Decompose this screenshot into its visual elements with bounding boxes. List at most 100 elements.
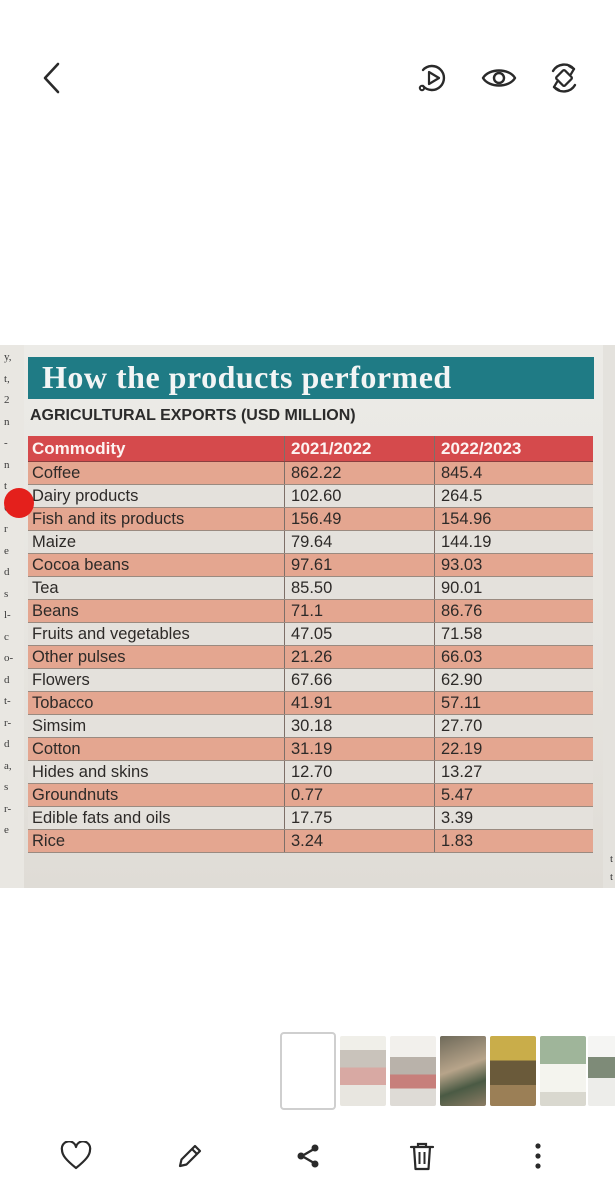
value-2022-2023-cell: 1.83 [441, 831, 474, 850]
value-2022-2023-cell: 13.27 [441, 762, 483, 781]
thumbnail-6[interactable] [540, 1036, 586, 1106]
margin-text-fragment: y, [4, 351, 12, 363]
value-2022-2023-cell: 90.01 [441, 578, 483, 597]
value-2021-2022-cell: 71.1 [285, 600, 435, 622]
commodity-cell: Simsim [28, 715, 285, 737]
view-button[interactable] [477, 56, 521, 100]
table-row: Cocoa beans 97.61 93.03 [28, 554, 593, 577]
favorite-button[interactable] [54, 1134, 98, 1178]
back-icon [43, 62, 60, 94]
commodity-cell: Fruits and vegetables [28, 623, 285, 645]
table-row: Coffee 862.22 845.4 [28, 462, 593, 485]
value-2021-2022-cell: 17.75 [285, 807, 435, 829]
motion-photo-button[interactable] [410, 56, 454, 100]
thumbnail-2[interactable] [340, 1036, 386, 1106]
value-2022-2023-cell: 86.76 [441, 601, 483, 620]
table-row: Hides and skins 12.70 13.27 [28, 761, 593, 784]
headline-banner: How the products performed [28, 357, 594, 399]
table-row: Dairy products 102.60 264.5 [28, 485, 593, 508]
margin-text-fragment: r [4, 523, 8, 535]
back-button[interactable] [30, 56, 74, 100]
table-row: Rice 3.24 1.83 [28, 830, 593, 853]
commodity-cell: Edible fats and oils [28, 807, 285, 829]
thumbnail-7[interactable] [588, 1036, 615, 1106]
table-row: Cotton 31.19 22.19 [28, 738, 593, 761]
share-button[interactable] [286, 1134, 330, 1178]
table-row: Tea 85.50 90.01 [28, 577, 593, 600]
thumbnail-4[interactable] [440, 1036, 486, 1106]
margin-text-fragment: 2 [4, 394, 10, 406]
value-2021-2022-cell: 97.61 [285, 554, 435, 576]
table-row: Edible fats and oils 17.75 3.39 [28, 807, 593, 830]
value-2022-2023-cell: 5.47 [441, 785, 474, 804]
value-2022-2023-cell: 66.03 [441, 647, 483, 666]
header-2022-2023: 2022/2023 [441, 438, 522, 458]
value-2022-2023-cell: 71.58 [441, 624, 483, 643]
table-row: Groundnuts 0.77 5.47 [28, 784, 593, 807]
margin-text-fragment: o- [4, 652, 14, 664]
top-toolbar [0, 40, 615, 116]
headline-text: How the products performed [42, 359, 452, 395]
table-row: Other pulses 21.26 66.03 [28, 646, 593, 669]
value-2021-2022-cell: 79.64 [285, 531, 435, 553]
margin-text-fragment: t, [4, 372, 10, 385]
value-2021-2022-cell: 21.26 [285, 646, 435, 668]
margin-text-fragment: t- [4, 695, 11, 707]
table-row: Flowers 67.66 62.90 [28, 669, 593, 692]
commodity-cell: Fish and its products [28, 508, 285, 530]
value-2021-2022-cell: 30.18 [285, 715, 435, 737]
table-row: Fish and its products 156.49 154.96 [28, 508, 593, 531]
edit-button[interactable] [168, 1134, 212, 1178]
margin-text-fragment: t [609, 871, 613, 883]
value-2021-2022-cell: 67.66 [285, 669, 435, 691]
table-row: Fruits and vegetables 47.05 71.58 [28, 623, 593, 646]
value-2021-2022-cell: 47.05 [285, 623, 435, 645]
value-2022-2023-cell: 27.70 [441, 716, 483, 735]
margin-text-fragment: d [4, 673, 10, 686]
bottom-toolbar [0, 1128, 615, 1184]
delete-button[interactable] [400, 1134, 444, 1178]
value-2021-2022-cell: 3.24 [285, 830, 435, 852]
value-2021-2022-cell: 31.19 [285, 738, 435, 760]
margin-text-fragment: d [4, 738, 10, 750]
commodity-cell: Other pulses [28, 646, 285, 668]
value-2022-2023-cell: 144.19 [441, 532, 492, 551]
commodity-cell: Coffee [28, 462, 285, 484]
margin-text-fragment: - [4, 437, 8, 449]
commodity-cell: Beans [28, 600, 285, 622]
eye-icon [481, 69, 517, 87]
value-2021-2022-cell: 41.91 [285, 692, 435, 714]
value-2021-2022-cell: 12.70 [285, 761, 435, 783]
value-2022-2023-cell: 22.19 [441, 739, 483, 758]
thumbnail-5[interactable] [490, 1036, 536, 1106]
margin-text-fragment: s [4, 587, 9, 600]
value-2022-2023-cell: 264.5 [441, 486, 483, 505]
value-2022-2023-cell: 57.11 [441, 693, 482, 712]
value-2021-2022-cell: 85.50 [285, 577, 435, 599]
margin-text-fragment: e [4, 824, 9, 836]
newspaper-left-margin: y,t,2n-nt6redsl-co-dt-r-da,sr-e [0, 345, 24, 888]
pencil-icon [178, 1144, 202, 1168]
value-2021-2022-cell: 156.49 [285, 508, 435, 530]
trash-icon [409, 1142, 435, 1171]
table-row: Beans 71.1 86.76 [28, 600, 593, 623]
more-options-button[interactable] [516, 1134, 560, 1178]
heart-icon [60, 1141, 92, 1170]
value-2022-2023-cell: 154.96 [441, 509, 492, 528]
value-2021-2022-cell: 862.22 [285, 462, 435, 484]
thumbnail-current[interactable] [280, 1032, 336, 1110]
margin-text-fragment: s [4, 781, 9, 793]
table-body: Coffee 862.22 845.4 Dairy products 102.60 264… [28, 462, 593, 853]
header-2021-2022: 2021/2022 [285, 436, 435, 461]
more-vertical-icon [535, 1143, 541, 1169]
commodity-cell: Cotton [28, 738, 285, 760]
margin-text-fragment: a, [4, 759, 12, 772]
rotate-button[interactable] [542, 56, 586, 100]
thumbnail-3[interactable] [390, 1036, 436, 1106]
table-subtitle: AGRICULTURAL EXPORTS (USD MILLION) [30, 407, 356, 424]
value-2022-2023-cell: 62.90 [441, 670, 483, 689]
photo-viewer[interactable]: y,t,2n-nt6redsl-co-dt-r-da,sr-e tt How t… [0, 345, 615, 888]
commodity-cell: Flowers [28, 669, 285, 691]
margin-text-fragment: r- [4, 716, 12, 729]
